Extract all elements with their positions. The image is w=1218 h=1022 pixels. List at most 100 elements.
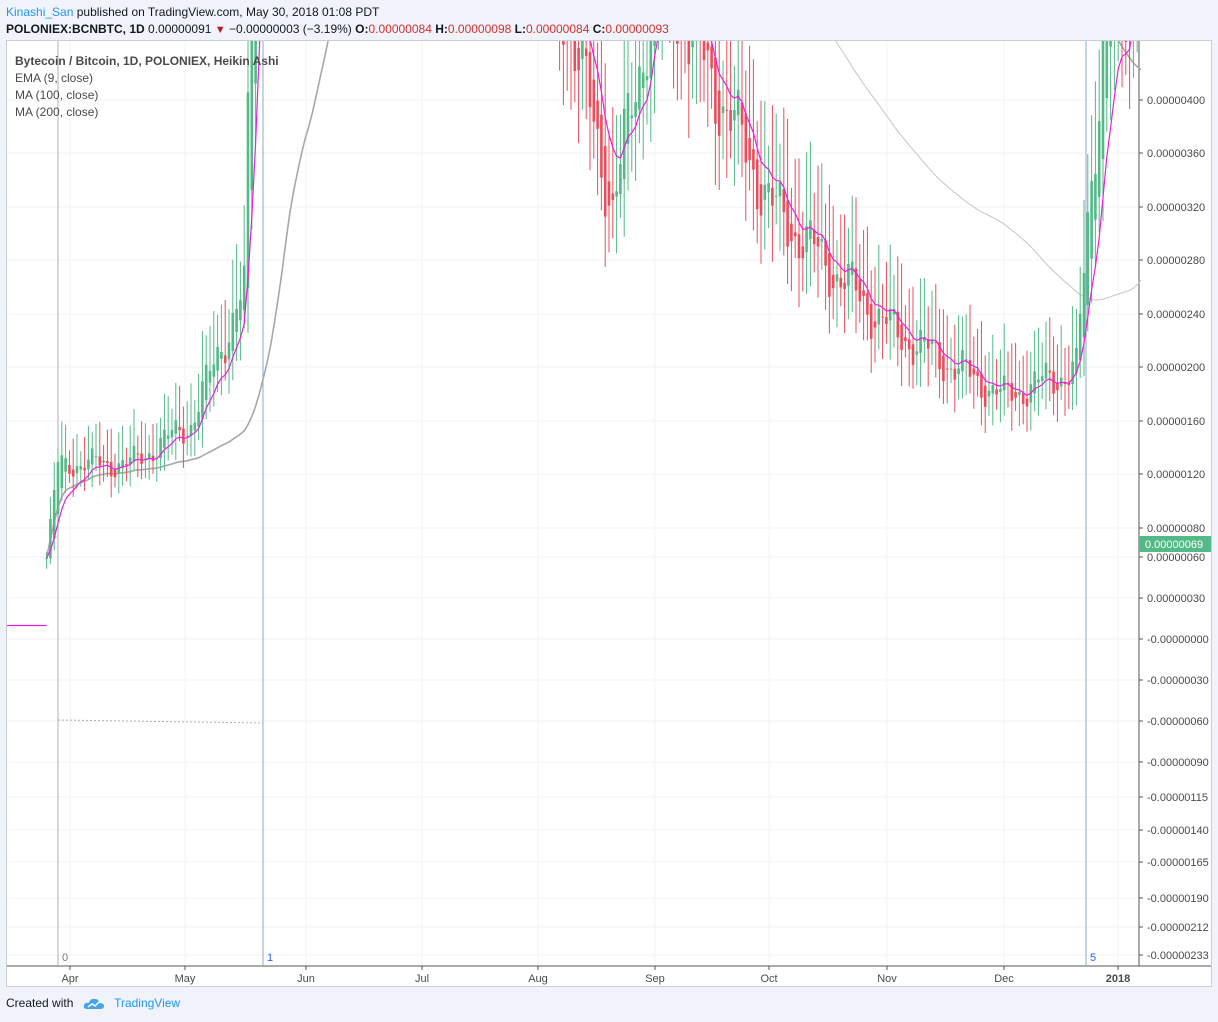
candle-body: [166, 435, 170, 439]
candle-body: [1037, 379, 1040, 383]
candle-body: [873, 321, 877, 328]
candle-body: [208, 370, 212, 383]
candle-body: [793, 232, 797, 237]
candle-body: [581, 41, 584, 60]
price-chart[interactable]: 0.00000400 0.00000360 0.00000320 0.00000280…: [7, 41, 1211, 986]
candle-body: [1048, 370, 1052, 373]
candle-body: [132, 445, 136, 461]
price-tick-label: 0.00000030: [1147, 593, 1205, 605]
price-tick-label: 0.00000080: [1147, 523, 1205, 535]
candle-body: [227, 342, 231, 360]
candle-body: [847, 263, 850, 286]
open-label: O:: [355, 22, 369, 36]
price-tick-label: -0.00000060: [1147, 716, 1209, 728]
candle-body: [809, 220, 812, 240]
candle-body: [71, 469, 75, 477]
candle-body: [630, 115, 634, 119]
low-value: 0.00000084: [525, 22, 590, 36]
price-tick-label: 0.00000240: [1147, 309, 1205, 321]
candle-body: [972, 368, 976, 375]
low-label: L:: [514, 22, 526, 36]
candle-body: [866, 293, 869, 315]
time-tick-label: Apr: [61, 973, 78, 985]
price-change: −0.00000003 (−3.19%): [229, 22, 352, 36]
candle-body: [159, 437, 162, 459]
candle-body: [1109, 41, 1112, 47]
price-tick-label: 0.00000280: [1147, 255, 1205, 267]
candle-body: [888, 308, 892, 321]
chart-frame[interactable]: 0.00000400 0.00000360 0.00000320 0.00000280…: [6, 40, 1212, 987]
candle-body: [653, 41, 656, 46]
time-tick-label: Sep: [645, 973, 665, 985]
price-tick-label: -0.00000190: [1147, 893, 1209, 905]
author-link[interactable]: Kinashi_San: [6, 5, 74, 19]
candle-body: [147, 453, 151, 459]
candle-body: [778, 182, 782, 197]
candle-body: [144, 457, 147, 459]
legend-title: Bytecoin / Bitcoin, 1D, POLONIEX, Heikin…: [15, 54, 279, 68]
candle-body: [812, 229, 816, 245]
candle-body: [1033, 371, 1036, 394]
candle-body: [231, 313, 235, 351]
candle-body: [717, 90, 721, 136]
current-price-tag-bg: [1139, 536, 1211, 552]
chart-legend: Bytecoin / Bitcoin, 1D, POLONIEX, Heikin…: [15, 53, 279, 121]
candle-body: [1105, 41, 1109, 99]
candle-body: [1014, 391, 1017, 398]
candle-body: [744, 113, 748, 163]
legend-ma100[interactable]: MA (100, close): [15, 88, 99, 102]
tradingview-brand-link[interactable]: TradingView: [114, 996, 181, 1010]
candle-body: [725, 109, 729, 111]
candle-body: [885, 316, 888, 325]
candle-body: [1002, 375, 1006, 391]
candle-body: [1075, 347, 1078, 373]
candle-body: [1018, 391, 1021, 395]
candle-body: [801, 246, 805, 259]
candle-body: [1078, 313, 1082, 361]
candle-body: [626, 92, 630, 144]
candle-body: [824, 240, 827, 266]
time-tick-label: Jul: [415, 973, 429, 985]
candle-body: [915, 351, 919, 355]
candle-body: [964, 359, 968, 361]
candle-body: [976, 371, 979, 376]
candle-body: [900, 324, 903, 350]
candle-body: [645, 76, 649, 81]
candle-body: [49, 518, 52, 559]
marker-label: 0: [62, 952, 68, 964]
candle-body: [102, 461, 105, 463]
candle-body: [904, 337, 907, 342]
candle-body: [790, 223, 793, 242]
candle-body: [843, 282, 846, 289]
price-tick-label: 0.00000120: [1147, 469, 1205, 481]
candle-body: [588, 52, 592, 108]
candle-body: [1056, 382, 1059, 391]
candle-body: [201, 381, 204, 420]
candle-body: [771, 187, 774, 206]
candle-body: [170, 430, 174, 438]
legend-ma200[interactable]: MA (200, close): [15, 105, 99, 119]
candle-body: [942, 355, 945, 382]
candle-body: [185, 435, 189, 437]
candle-body: [1044, 362, 1048, 379]
candle-body: [782, 189, 786, 213]
candle-body: [786, 200, 789, 247]
marker-label: 5: [1090, 952, 1096, 964]
candle-body: [763, 184, 767, 200]
legend-ema[interactable]: EMA (9, close): [15, 71, 94, 85]
candle-body: [235, 308, 238, 332]
candle-body: [204, 364, 208, 401]
candle-body: [109, 462, 113, 477]
high-label: H:: [435, 22, 448, 36]
candle-body: [835, 274, 839, 282]
candle-body: [877, 308, 881, 325]
candle-body: [862, 290, 865, 296]
marker-label: 1: [267, 952, 273, 964]
candle-body: [710, 46, 713, 69]
candle-body: [113, 469, 117, 478]
price-tick-label: -0.00000165: [1147, 857, 1209, 869]
candle-body: [140, 453, 143, 464]
candle-body: [98, 456, 102, 466]
candle-body: [805, 226, 808, 253]
candle-body: [45, 558, 48, 560]
